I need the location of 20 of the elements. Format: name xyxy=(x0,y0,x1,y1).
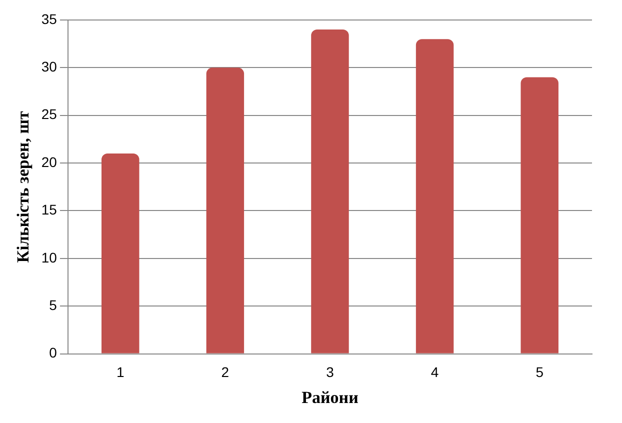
y-axis-title: Кількість зерен, шт xyxy=(14,110,33,263)
x-tick-label: 2 xyxy=(221,364,230,380)
y-tick-label: 10 xyxy=(41,249,58,266)
bar xyxy=(311,30,349,354)
x-axis-title: Райони xyxy=(302,388,359,408)
x-tick-label: 5 xyxy=(536,364,544,380)
bar xyxy=(520,77,558,354)
y-tick-label: 0 xyxy=(49,344,58,361)
x-tick-label: 1 xyxy=(116,364,124,380)
bar xyxy=(102,154,140,354)
y-tick-label: 5 xyxy=(49,296,58,313)
bar xyxy=(416,39,454,354)
x-tick-label: 3 xyxy=(326,364,334,380)
y-tick-label: 25 xyxy=(41,106,58,122)
y-tick-label: 20 xyxy=(41,154,58,170)
bar xyxy=(206,68,244,354)
y-tick-label: 15 xyxy=(41,202,58,218)
y-tick-label: 35 xyxy=(41,10,58,27)
x-tick-label: 4 xyxy=(430,364,439,380)
y-tick-label: 30 xyxy=(41,58,58,75)
